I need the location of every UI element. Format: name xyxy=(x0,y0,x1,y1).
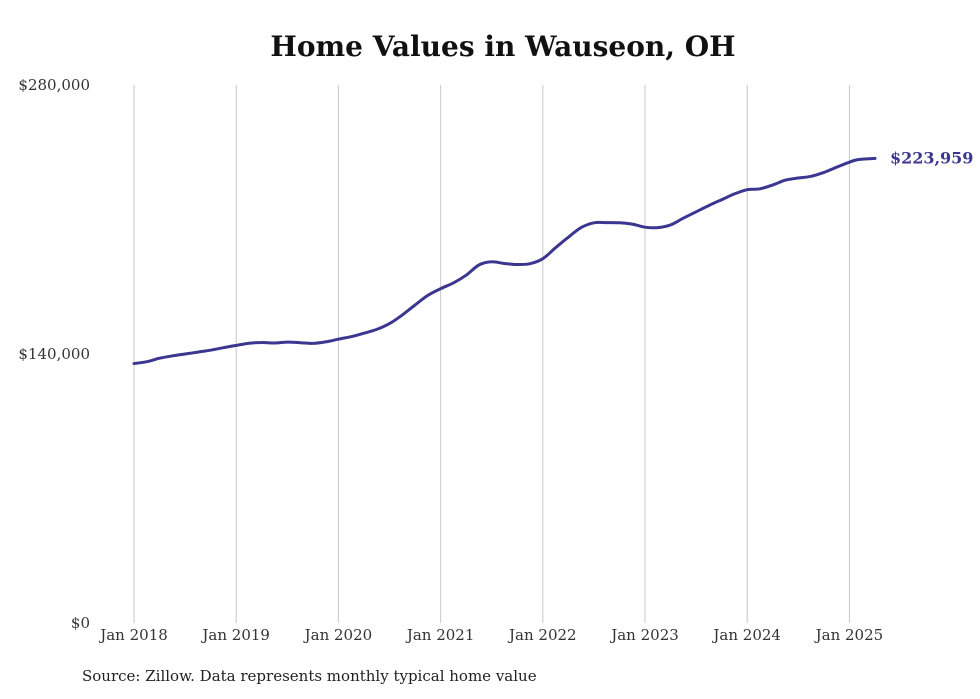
x-axis-ticks: Jan 2018 Jan 2019 Jan 2020 Jan 2021 Jan 2022… xyxy=(98,626,883,644)
x-tick-label: Jan 2023 xyxy=(609,626,679,644)
x-tick-label: Jan 2019 xyxy=(200,626,270,644)
grid-lines xyxy=(133,85,850,623)
y-tick-label: $0 xyxy=(71,614,90,632)
x-tick-label: Jan 2018 xyxy=(98,626,168,644)
x-tick-label: Jan 2021 xyxy=(405,626,475,644)
end-value-label: $223,959 xyxy=(890,148,974,167)
y-tick-label: $280,000 xyxy=(18,76,90,94)
x-tick-label: Jan 2025 xyxy=(814,626,884,644)
y-tick-label: $140,000 xyxy=(18,345,90,363)
x-tick-label: Jan 2022 xyxy=(507,626,577,644)
x-tick-label: Jan 2024 xyxy=(711,626,781,644)
chart-title: Home Values in Wauseon, OH xyxy=(270,30,736,63)
source-note: Source: Zillow. Data represents monthly … xyxy=(82,667,537,685)
y-axis-ticks: $0 $140,000 $280,000 xyxy=(18,76,90,632)
home-value-line xyxy=(132,156,877,366)
x-tick-label: Jan 2020 xyxy=(303,626,373,644)
